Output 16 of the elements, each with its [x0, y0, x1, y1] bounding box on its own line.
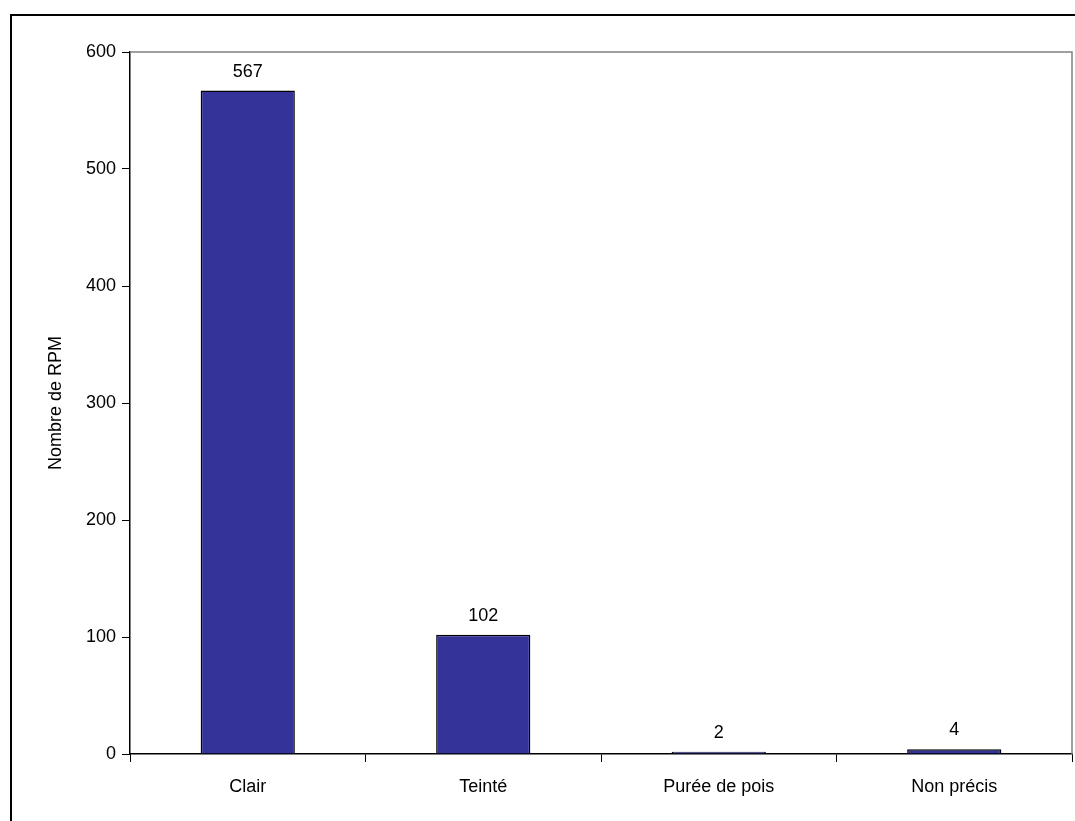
x-tick-label: Non précis	[911, 775, 998, 796]
y-tick-label: 100	[85, 625, 116, 646]
y-tick-label: 400	[85, 274, 116, 295]
x-tick-label: Purée de pois	[663, 775, 775, 796]
data-label: 4	[949, 719, 960, 740]
y-tick-label: 0	[105, 742, 116, 763]
y-tick-label: 200	[85, 508, 116, 529]
y-tick-label: 600	[85, 40, 116, 61]
y-axis-title: Nombre de RPM	[44, 335, 65, 471]
data-label: 102	[468, 604, 499, 625]
x-tick-label: Teinté	[459, 775, 508, 796]
y-tick-label: 500	[85, 157, 116, 178]
data-label: 2	[713, 721, 724, 742]
y-tick-label: 300	[85, 391, 116, 412]
data-label: 567	[232, 60, 263, 81]
x-tick-label: Clair	[229, 775, 267, 796]
